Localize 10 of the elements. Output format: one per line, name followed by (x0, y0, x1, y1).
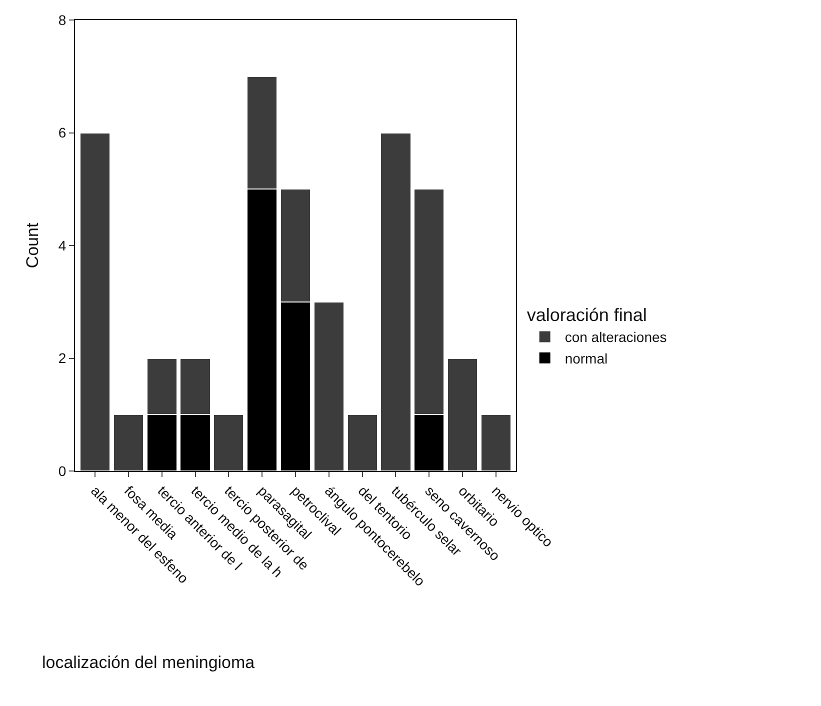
legend-title: valoración final (526, 305, 647, 326)
x-axis-title: localización del meningioma (42, 653, 256, 672)
legend-label: normal (564, 350, 608, 366)
y-tick-label: 2 (58, 350, 66, 366)
y-axis-title: Count (22, 222, 42, 268)
legend-label: con alteraciones (564, 329, 667, 346)
y-tick-label: 6 (58, 124, 66, 141)
y-tick-label: 4 (58, 237, 66, 254)
y-tick-label: 8 (58, 12, 66, 28)
y-tick-label: 0 (58, 462, 66, 479)
